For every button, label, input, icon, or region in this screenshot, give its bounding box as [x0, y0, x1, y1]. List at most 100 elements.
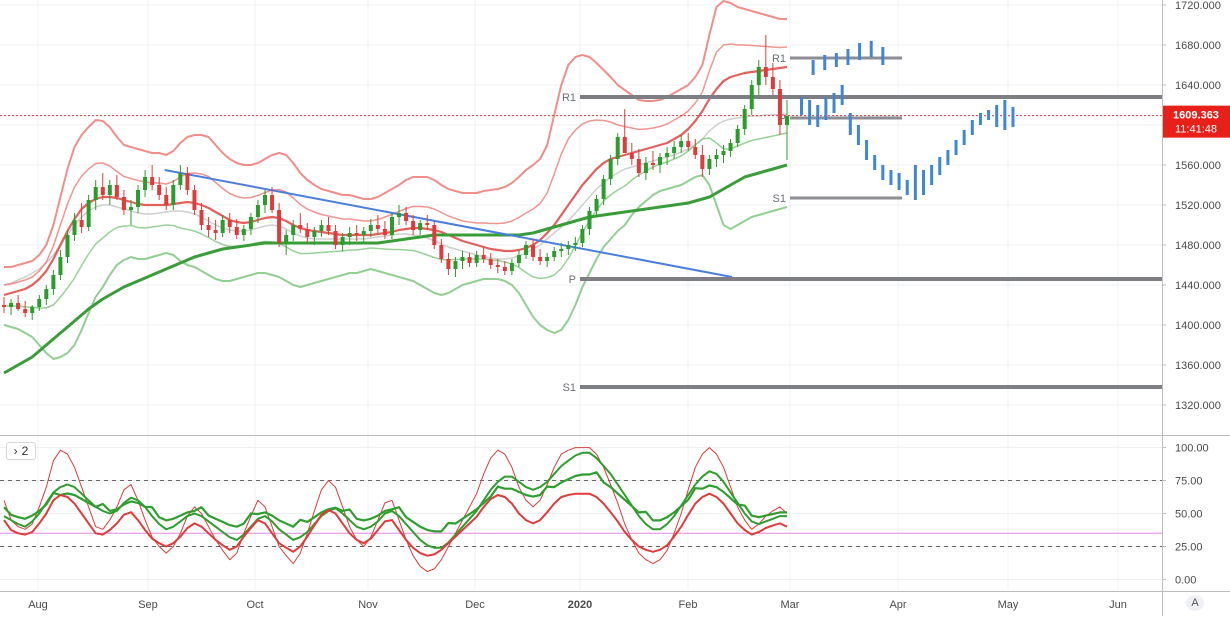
- candle-body: [474, 255, 479, 263]
- osc-tick-label: 25.00: [1175, 541, 1203, 553]
- bollinger-upper-line: [4, 0, 787, 268]
- candle-body: [361, 231, 366, 235]
- candle-body: [100, 187, 105, 195]
- candle-body: [488, 259, 493, 265]
- candle-body: [107, 185, 112, 195]
- candle-body: [93, 187, 98, 200]
- candle-body: [227, 220, 232, 227]
- candle-body: [538, 257, 543, 261]
- candle-body: [516, 255, 521, 263]
- pane-toggle-label: 2: [21, 444, 29, 458]
- candle-body: [213, 230, 218, 233]
- candle-body: [397, 213, 402, 217]
- chevron-right-icon: ›: [13, 444, 18, 458]
- price-tick-label: 1440.000: [1175, 280, 1221, 292]
- candle-body: [756, 67, 761, 85]
- candle-body: [340, 237, 345, 245]
- candle-body: [601, 179, 606, 199]
- candle-body: [128, 207, 133, 210]
- candle-body: [298, 225, 303, 229]
- candle-body: [615, 137, 620, 159]
- candle-body: [241, 229, 246, 235]
- price-tick-label: 1720.000: [1175, 0, 1221, 12]
- candle-body: [389, 217, 394, 235]
- price-tick-label: 1640.000: [1175, 80, 1221, 92]
- candle-body: [545, 257, 550, 261]
- candle-body: [248, 217, 253, 229]
- candle-body: [742, 109, 747, 129]
- candle-body: [65, 235, 70, 257]
- osc-tick-label: 50.00: [1175, 509, 1203, 521]
- candle-body: [16, 303, 21, 309]
- countdown-value: 11:41:48: [1175, 124, 1217, 136]
- candle-body: [114, 185, 119, 197]
- candle-body: [79, 220, 84, 227]
- last-price-badge: [1163, 105, 1230, 138]
- last-price-value: 1609.363: [1173, 110, 1219, 122]
- price-tick-label: 1480.000: [1175, 240, 1221, 252]
- candle-body: [277, 210, 282, 243]
- auto-scale-button[interactable]: A: [1186, 595, 1204, 611]
- candle-body: [270, 195, 275, 210]
- candle-body: [467, 257, 472, 263]
- candle-body: [220, 220, 225, 233]
- candle-body: [665, 153, 670, 157]
- price-tick-label: 1520.000: [1175, 200, 1221, 212]
- pivot-level-label: S1: [773, 193, 786, 205]
- bollinger-lower-line: [3, 174, 788, 360]
- candle-body: [453, 261, 458, 269]
- candle-body: [573, 243, 578, 245]
- candle-body: [566, 245, 571, 249]
- candle-body: [312, 231, 317, 237]
- candle-body: [425, 223, 430, 225]
- time-tick-label: Mar: [781, 599, 800, 611]
- candle-body: [707, 159, 712, 169]
- osc-tick-label: 0.00: [1175, 574, 1196, 586]
- candle-body: [234, 227, 239, 235]
- trendline: [164, 169, 733, 278]
- candle-body: [658, 157, 663, 165]
- candle-body: [629, 153, 634, 159]
- candle-body: [37, 299, 42, 307]
- candle-body: [531, 245, 536, 257]
- candle-body: [143, 177, 148, 190]
- price-tick-label: 1560.000: [1175, 160, 1221, 172]
- candle-body: [347, 233, 352, 237]
- candle-body: [749, 85, 754, 109]
- time-tick-label: Oct: [246, 599, 263, 611]
- candle-body: [86, 200, 91, 227]
- candle-body: [171, 185, 176, 205]
- candle-body: [2, 305, 6, 307]
- candle-body: [23, 309, 28, 313]
- candle-body: [51, 275, 56, 289]
- candle-body: [446, 259, 451, 269]
- price-tick-label: 1400.000: [1175, 320, 1221, 332]
- pane-toggle-button[interactable]: › 2: [6, 442, 36, 460]
- pivot-level-label: S1: [563, 382, 576, 394]
- candle-body: [552, 251, 557, 257]
- candle-body: [164, 195, 169, 205]
- candle-body: [777, 89, 782, 125]
- pivot-level-label: R1: [562, 92, 576, 104]
- candle-body: [263, 195, 267, 205]
- candle-body: [354, 233, 359, 235]
- candle-body: [650, 163, 655, 165]
- candle-body: [580, 229, 585, 243]
- ma-long-green-line: [3, 163, 788, 375]
- candle-body: [686, 141, 691, 147]
- candle-body: [375, 225, 380, 229]
- candle-body: [192, 190, 197, 210]
- time-tick-label: Feb: [679, 599, 698, 611]
- candle-body: [509, 263, 514, 271]
- time-tick-label: 2020: [568, 599, 592, 611]
- candle-body: [333, 231, 338, 245]
- time-tick-label: Aug: [28, 599, 48, 611]
- candle-body: [770, 77, 775, 89]
- candle-body: [643, 163, 648, 173]
- stoch-d-line: [3, 451, 787, 549]
- candle-body: [418, 223, 423, 230]
- candle-body: [305, 229, 310, 237]
- candle-body: [30, 307, 35, 313]
